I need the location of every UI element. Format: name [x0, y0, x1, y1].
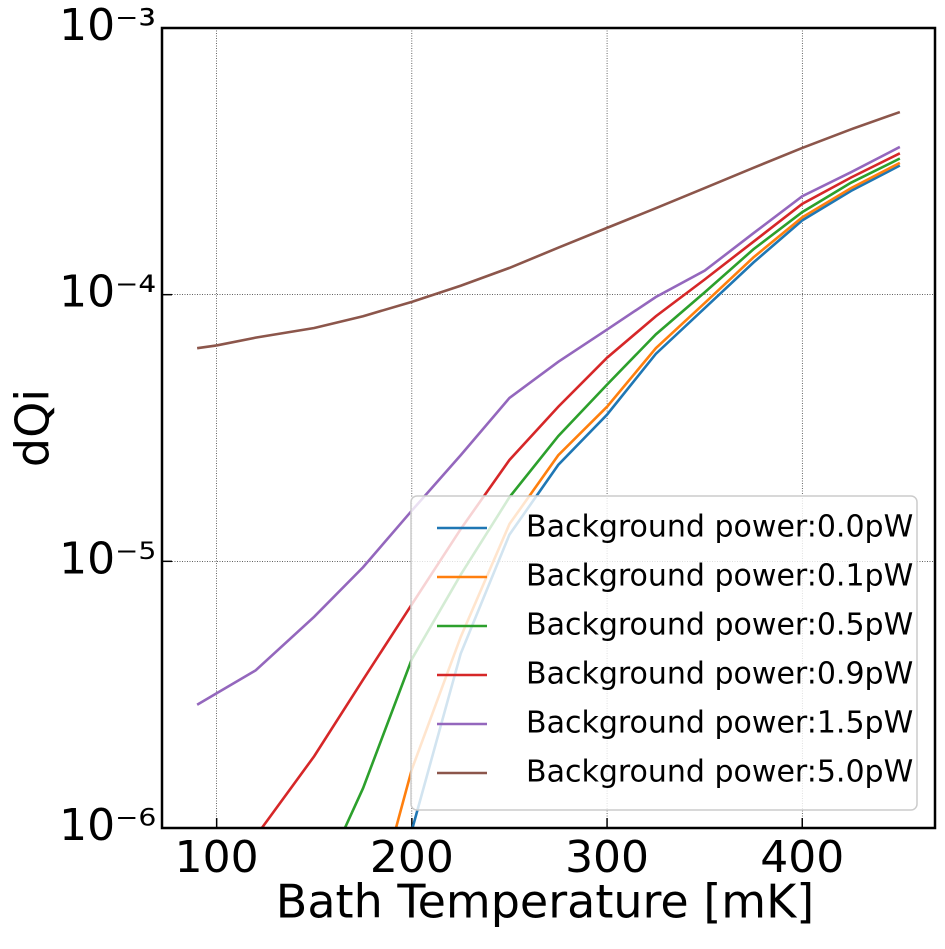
legend-label: Background power:0.5pW [526, 608, 913, 643]
x-axis-label: Bath Temperature [mK] [276, 875, 814, 929]
x-tick-label: 300 [565, 832, 649, 883]
legend-label: Background power:0.0pW [526, 510, 913, 545]
series-line [394, 161, 901, 828]
y-tick-label: 10⁻⁵ [59, 533, 156, 584]
plot-frame [160, 26, 937, 830]
legend-box [410, 495, 918, 811]
y-tick-label: 10⁻³ [59, 0, 156, 51]
series-line [343, 157, 901, 828]
y-tick-label: 10⁻⁴ [59, 267, 156, 318]
x-tick-label: 100 [175, 832, 259, 883]
series-line [260, 152, 901, 828]
series-line [196, 110, 901, 350]
x-tick-label: 400 [760, 832, 844, 883]
legend-label: Background power:0.9pW [526, 657, 913, 692]
x-tick-label: 200 [370, 832, 454, 883]
legend-label: Background power:0.1pW [526, 559, 913, 594]
plot-area [196, 110, 901, 828]
series-line [196, 145, 901, 706]
y-tick-label: 10⁻⁶ [59, 800, 156, 851]
legend-label: Background power:5.0pW [526, 755, 913, 790]
legend: Background power:0.0pW Background power:0… [410, 495, 918, 811]
legend-label: Background power:1.5pW [526, 706, 913, 741]
y-axis-label: dQi [6, 389, 60, 467]
